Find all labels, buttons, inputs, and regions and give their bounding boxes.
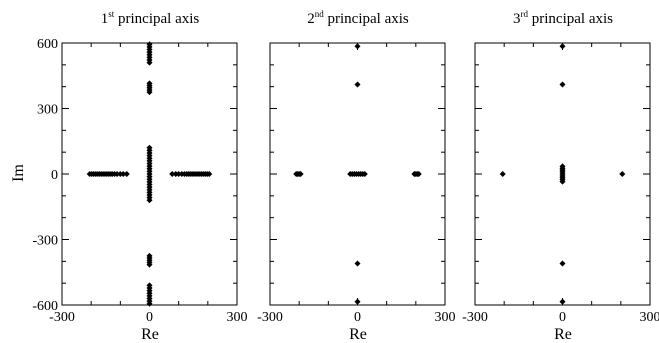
x-tick-label: -300 bbox=[49, 310, 75, 325]
x-axis-label: Re bbox=[349, 326, 367, 343]
panel-3rd-principal-axis: 3rd principal axis Re -300 0 300 bbox=[462, 9, 659, 343]
data-point bbox=[559, 260, 566, 267]
panel-title-sup: nd bbox=[315, 9, 325, 19]
x-tick-label: 300 bbox=[435, 310, 456, 325]
panel-title-rest: principal axis bbox=[324, 11, 409, 27]
data-point bbox=[146, 300, 153, 307]
panel-title: 2nd principal axis bbox=[307, 9, 409, 27]
y-tick-label: 0 bbox=[51, 168, 58, 183]
y-tick-label: -600 bbox=[32, 299, 58, 314]
data-point bbox=[206, 170, 213, 178]
data-point bbox=[619, 170, 626, 178]
data-point bbox=[415, 170, 422, 178]
data-point bbox=[361, 170, 368, 178]
panel-title-base: 1 bbox=[101, 11, 109, 27]
data-point bbox=[146, 261, 153, 268]
x-tick-label: -300 bbox=[462, 310, 488, 325]
data-point bbox=[354, 43, 361, 50]
x-tick-label: 0 bbox=[146, 310, 153, 325]
data-point bbox=[354, 81, 361, 88]
y-tick-label: 300 bbox=[37, 103, 58, 118]
panel-title-sup: rd bbox=[521, 9, 529, 19]
data-point bbox=[559, 43, 566, 50]
y-tick-label: 600 bbox=[37, 37, 58, 52]
data-point bbox=[297, 170, 304, 178]
data-point bbox=[559, 163, 566, 170]
data-point bbox=[499, 170, 506, 178]
x-axis-label: Re bbox=[554, 326, 572, 343]
x-tick-label: 300 bbox=[640, 310, 659, 325]
panel-1st-principal-axis: 1st principal axis Re Im -300 0 300-600-30… bbox=[10, 9, 248, 343]
x-tick-label: 0 bbox=[354, 310, 361, 325]
data-point bbox=[354, 260, 361, 267]
x-tick-label: 0 bbox=[559, 310, 566, 325]
panel-title: 1st principal axis bbox=[101, 9, 200, 27]
y-tick-label: -300 bbox=[32, 234, 58, 249]
data-point bbox=[559, 81, 566, 88]
data-point bbox=[559, 298, 566, 305]
panel-title-rest: principal axis bbox=[114, 11, 199, 27]
x-tick-label: -300 bbox=[257, 310, 283, 325]
panel-title-base: 2 bbox=[307, 11, 315, 27]
data-point bbox=[146, 80, 153, 87]
panel-2nd-principal-axis: 2nd principal axis Re -300 0 300 bbox=[257, 9, 455, 343]
panel-title-sup: st bbox=[108, 9, 115, 19]
x-axis-label: Re bbox=[141, 326, 159, 343]
panel-title: 3rd principal axis bbox=[513, 9, 613, 27]
data-point bbox=[123, 170, 130, 178]
x-tick-label: 300 bbox=[227, 310, 248, 325]
y-axis-label: Im bbox=[10, 164, 27, 182]
data-point bbox=[146, 144, 153, 151]
panel-title-rest: principal axis bbox=[528, 11, 613, 27]
data-point bbox=[146, 41, 153, 48]
panel-title-base: 3 bbox=[513, 11, 521, 27]
data-point bbox=[354, 298, 361, 305]
